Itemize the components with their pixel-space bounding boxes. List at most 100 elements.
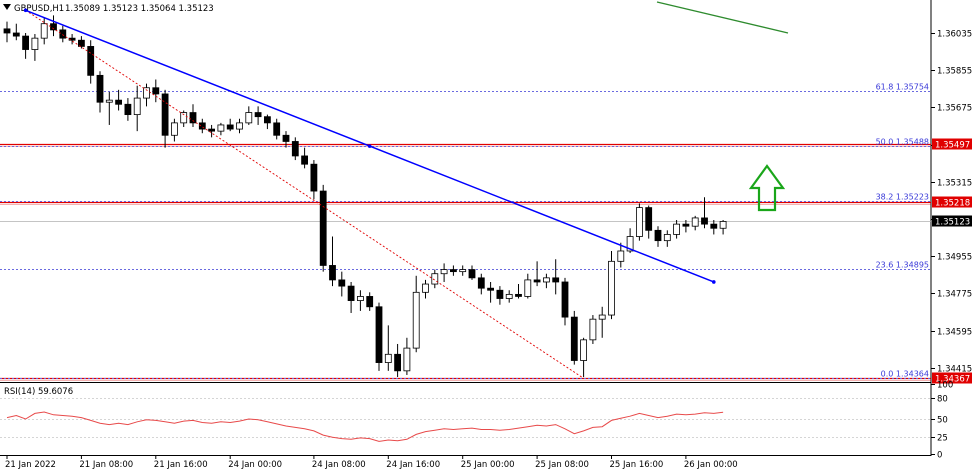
candle-body xyxy=(170,122,178,136)
candle-body xyxy=(710,223,718,229)
candle-body xyxy=(236,122,243,130)
candle-body xyxy=(701,217,708,225)
candle-body xyxy=(412,291,420,349)
candle-body xyxy=(589,318,597,341)
price-tick-label: 1.34415 xyxy=(937,365,972,375)
candle-body xyxy=(161,93,169,136)
candle-body xyxy=(505,293,513,299)
green-trendline[interactable] xyxy=(656,1,789,34)
resistance-price-box xyxy=(932,196,972,208)
time-tick-label: 24 Jan 16:00 xyxy=(386,460,440,470)
candles-layer xyxy=(3,15,727,378)
fib-level-label: 50.0 1.35488 xyxy=(876,138,929,147)
candle-body xyxy=(654,229,662,242)
candle-body xyxy=(198,122,206,130)
time-tick-label: 25 Jan 00:00 xyxy=(461,460,515,470)
candle-body xyxy=(208,128,216,132)
candle-body xyxy=(59,29,67,39)
price-tick-label: 1.35675 xyxy=(937,104,972,114)
candle-body xyxy=(422,283,429,293)
candle-body xyxy=(301,155,309,165)
candle-body xyxy=(152,87,160,95)
candle-body xyxy=(105,99,113,103)
candle-body xyxy=(682,223,690,227)
candle-body xyxy=(543,277,550,283)
rsi-tick-label: 25 xyxy=(937,434,948,444)
candle-body xyxy=(515,293,522,297)
candle-body xyxy=(561,281,569,318)
resistance-price-box xyxy=(932,372,972,384)
candle-body xyxy=(719,221,727,229)
candle-body xyxy=(96,74,104,103)
rsi-layer: 100 80 50 25 0 xyxy=(0,381,953,461)
time-tick-label: 24 Jan 08:00 xyxy=(312,460,366,470)
rsi-tick-label: 0 xyxy=(937,451,942,461)
time-tick-label: 25 Jan 16:00 xyxy=(610,460,664,470)
resistance-price-label: 1.34367 xyxy=(935,375,970,385)
trendline-handle[interactable] xyxy=(23,8,28,13)
rsi-tick-label: 50 xyxy=(937,416,948,426)
time-tick-label: 25 Jan 08:00 xyxy=(535,460,589,470)
candle-body xyxy=(524,279,532,297)
candle-body xyxy=(217,124,225,132)
candle-body xyxy=(403,347,411,372)
candle-body xyxy=(282,134,290,142)
candle-body xyxy=(617,250,625,262)
price-tick-label: 1.34595 xyxy=(937,328,972,338)
candle-body xyxy=(356,296,364,301)
time-tick-label: 21 Jan 16:00 xyxy=(154,460,208,470)
candle-body xyxy=(254,112,262,118)
candle-body xyxy=(477,277,485,289)
time-tick-label: 24 Jan 00:00 xyxy=(228,460,282,470)
candle-body xyxy=(384,353,392,363)
candle-body xyxy=(375,306,383,363)
time-tick-label: 21 Jan 08:00 xyxy=(79,460,133,470)
candle-body xyxy=(468,269,476,279)
time-tick-label: 21 Jan 2022 xyxy=(5,460,56,470)
candle-body xyxy=(180,112,188,124)
current-price-box xyxy=(932,215,972,227)
resistance-price-box xyxy=(932,138,972,150)
candle-body xyxy=(87,46,95,76)
candle-body xyxy=(115,99,122,105)
candle-body xyxy=(273,122,281,136)
candle-body xyxy=(31,37,39,50)
candle-body xyxy=(431,273,439,285)
rsi-line[interactable] xyxy=(6,411,724,442)
axis-layer: 1.360351.358551.356751.354951.353151.351… xyxy=(5,30,972,471)
candle-body xyxy=(636,207,643,237)
candle-body xyxy=(40,23,48,39)
rsi-tick-label: 100 xyxy=(937,381,953,391)
candle-body xyxy=(533,279,541,283)
fib-level-label: 23.6 1.34895 xyxy=(876,261,929,270)
symbol-label: GBPUSD,H1 xyxy=(14,4,64,14)
candle-body xyxy=(496,289,504,299)
candle-body xyxy=(143,87,150,99)
candle-body xyxy=(608,260,615,316)
up-arrow-icon xyxy=(748,164,786,212)
fib-level-label: 0.0 1.34364 xyxy=(881,370,929,379)
candle-body xyxy=(189,112,197,124)
candle-body xyxy=(449,269,457,273)
candle-body xyxy=(570,316,578,361)
candle-body xyxy=(3,28,11,34)
candle-body xyxy=(598,314,606,320)
candle-body xyxy=(329,265,336,281)
candle-body xyxy=(673,223,680,235)
candle-body xyxy=(263,116,271,124)
fib-diagonal-line[interactable] xyxy=(25,9,584,379)
dropdown-triangle-icon[interactable] xyxy=(3,4,11,10)
fib-level-label: 61.8 1.35754 xyxy=(876,83,929,92)
trendline-handle[interactable] xyxy=(712,280,716,284)
current-price-label: 1.35123 xyxy=(935,218,970,228)
candle-body xyxy=(133,97,141,116)
ohlc-label: 1.35089 1.35123 1.35064 1.35123 xyxy=(65,4,214,14)
candle-body xyxy=(487,287,495,291)
candle-body xyxy=(440,269,448,275)
candle-body xyxy=(78,39,85,47)
fib-level-label: 38.2 1.35223 xyxy=(876,193,929,202)
trendline-handle[interactable] xyxy=(367,144,372,148)
candle-body xyxy=(124,103,132,116)
